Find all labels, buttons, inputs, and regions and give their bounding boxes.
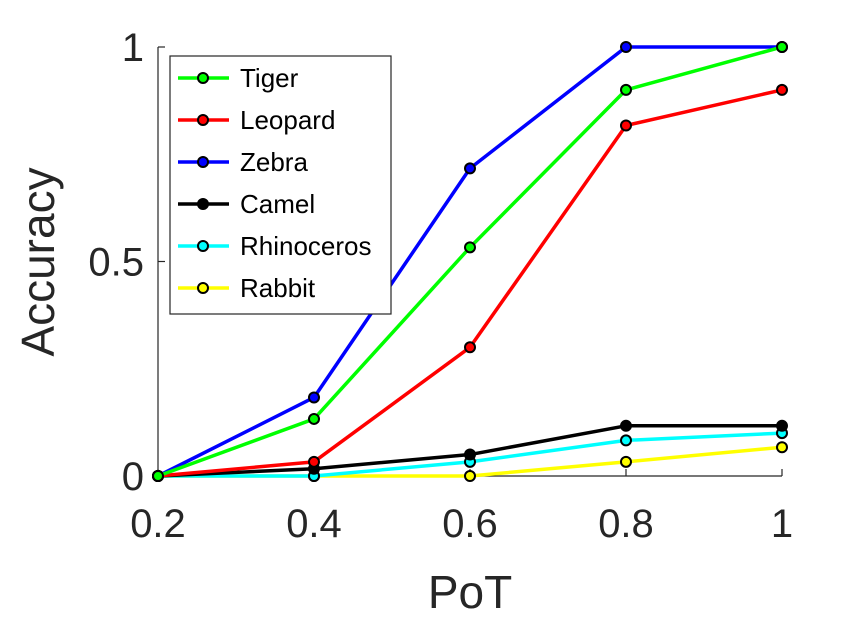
legend-swatch-marker [197, 156, 209, 168]
tick-labels: 0.2 0.4 0.6 0.8 1 0 0.5 1 [88, 26, 793, 546]
x-tick-label: 1 [771, 502, 793, 546]
legend-item: Tiger [178, 63, 299, 93]
y-axis-label: Accuracy [12, 167, 64, 356]
data-point [620, 419, 632, 432]
legend-item: Rhinoceros [178, 231, 372, 261]
data-point [308, 455, 320, 468]
legend-swatch-marker [197, 240, 209, 252]
legend-swatch-marker [197, 198, 209, 210]
data-point [464, 162, 476, 175]
legend-item: Rabbit [178, 273, 316, 303]
data-point [464, 241, 476, 254]
legend-label: Rabbit [240, 273, 316, 303]
data-point [620, 83, 632, 96]
legend-box [169, 55, 392, 315]
legend-item: Camel [178, 189, 315, 219]
legend-item: Zebra [178, 147, 308, 177]
x-tick-label: 0.8 [598, 502, 654, 546]
data-point [308, 391, 320, 404]
legend-swatch-marker [197, 282, 209, 294]
legend-label: Rhinoceros [240, 231, 372, 261]
x-tick-label: 0.4 [286, 502, 342, 546]
data-point [620, 434, 632, 447]
y-tick-label: 0 [122, 455, 144, 499]
legend: Tiger Leopard Zebra Camel Rhinoceros Rabbit [169, 55, 392, 315]
data-point [776, 419, 788, 432]
y-tick-label: 0.5 [88, 241, 144, 285]
legend-swatch-marker [197, 114, 209, 126]
data-point [620, 119, 632, 132]
data-point [464, 470, 476, 482]
legend-label: Leopard [240, 105, 335, 135]
legend-label: Zebra [240, 147, 308, 177]
data-point [776, 441, 788, 454]
x-axis-label: PoT [428, 566, 512, 618]
data-point [308, 412, 320, 425]
x-tick-label: 0.2 [130, 502, 186, 546]
data-point [620, 455, 632, 468]
data-point [776, 41, 788, 53]
legend-item: Leopard [178, 105, 335, 135]
data-point [464, 341, 476, 354]
data-point [152, 470, 164, 482]
series-lines [152, 41, 788, 482]
y-tick-label: 1 [122, 26, 144, 70]
data-point [776, 83, 788, 96]
series-tiger [152, 41, 788, 482]
data-point [620, 41, 632, 53]
x-tick-label: 0.6 [442, 502, 498, 546]
legend-label: Camel [240, 189, 315, 219]
legend-swatch-marker [197, 72, 209, 84]
legend-label: Tiger [240, 63, 299, 93]
data-point [464, 448, 476, 461]
